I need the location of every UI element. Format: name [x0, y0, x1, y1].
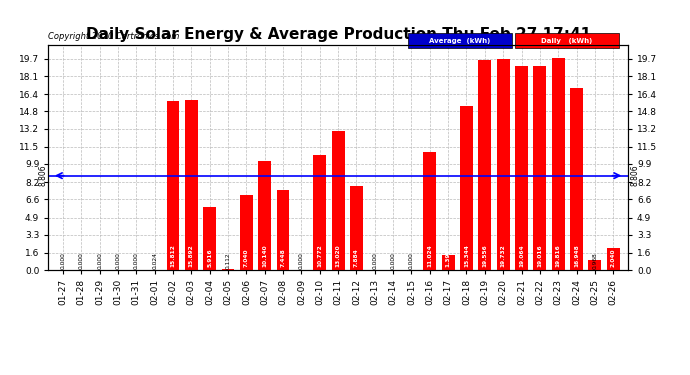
Text: Daily   (kWh): Daily (kWh) [542, 38, 593, 44]
Text: 19.556: 19.556 [482, 244, 487, 267]
Text: 0.000: 0.000 [299, 252, 304, 269]
Text: 15.344: 15.344 [464, 244, 469, 267]
Bar [258, 161, 271, 270]
Text: 0.000: 0.000 [97, 252, 102, 269]
Bar [515, 66, 528, 270]
Text: 8.806: 8.806 [631, 165, 640, 186]
Bar [607, 248, 620, 270]
Bar [533, 66, 546, 270]
Text: 19.816: 19.816 [555, 244, 561, 267]
Text: 19.064: 19.064 [519, 245, 524, 267]
Text: 15.892: 15.892 [189, 244, 194, 267]
Bar [204, 207, 216, 270]
Text: 0.000: 0.000 [115, 252, 121, 269]
Bar [442, 255, 455, 270]
Text: 11.024: 11.024 [427, 244, 433, 267]
Bar [221, 269, 235, 270]
Text: 0.024: 0.024 [152, 252, 157, 269]
Text: 16.948: 16.948 [574, 244, 579, 267]
Text: 19.732: 19.732 [501, 244, 506, 267]
Text: 13.020: 13.020 [335, 245, 341, 267]
Title: Daily Solar Energy & Average Production Thu Feb 27 17:41: Daily Solar Energy & Average Production … [86, 27, 591, 42]
Text: 0.112: 0.112 [226, 252, 230, 269]
Text: Average  (kWh): Average (kWh) [429, 38, 491, 44]
Text: 8.806: 8.806 [39, 165, 48, 186]
Text: 0.968: 0.968 [593, 252, 598, 269]
Text: 10.140: 10.140 [262, 245, 267, 267]
FancyBboxPatch shape [408, 33, 512, 48]
Bar [313, 154, 326, 270]
Bar [277, 190, 290, 270]
Bar [478, 60, 491, 270]
Text: 0.000: 0.000 [373, 252, 377, 269]
Text: 0.000: 0.000 [409, 252, 414, 269]
Text: 15.812: 15.812 [170, 244, 175, 267]
Bar [552, 58, 564, 270]
Bar [424, 152, 436, 270]
Bar [166, 100, 179, 270]
Text: 0.000: 0.000 [391, 252, 395, 269]
Text: 2.040: 2.040 [611, 249, 615, 267]
Text: 7.040: 7.040 [244, 249, 249, 267]
Text: Copyright 2020 Cartronics.com: Copyright 2020 Cartronics.com [48, 32, 179, 41]
Text: 19.016: 19.016 [538, 245, 542, 267]
Text: 5.916: 5.916 [207, 249, 213, 267]
Bar [570, 88, 583, 270]
Text: 0.000: 0.000 [61, 252, 66, 269]
FancyBboxPatch shape [515, 33, 619, 48]
Bar [497, 58, 510, 270]
Text: 1.396: 1.396 [446, 249, 451, 267]
Text: 0.000: 0.000 [134, 252, 139, 269]
Bar [350, 186, 363, 270]
Bar [332, 130, 344, 270]
Bar [185, 100, 198, 270]
Text: 7.448: 7.448 [281, 249, 286, 267]
Bar [240, 195, 253, 270]
Bar [460, 106, 473, 270]
Bar [589, 260, 601, 270]
Text: 7.884: 7.884 [354, 249, 359, 267]
Text: 0.000: 0.000 [79, 252, 83, 269]
Text: 10.772: 10.772 [317, 244, 322, 267]
